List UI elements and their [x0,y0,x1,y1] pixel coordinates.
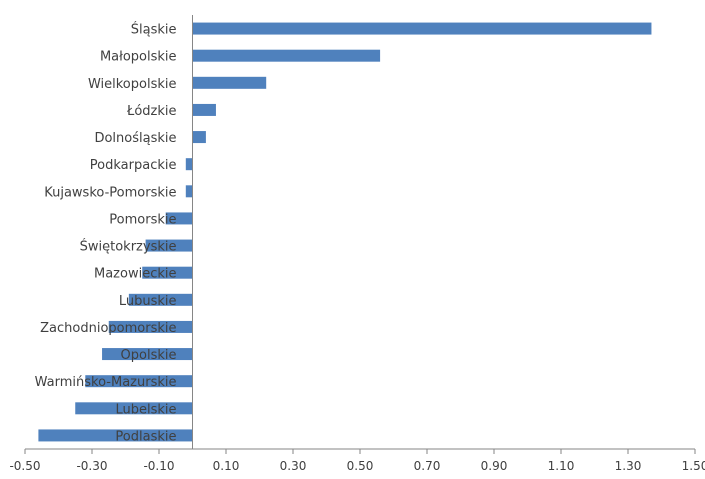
bar [192,76,267,89]
tick-label: 0.70 [414,459,441,473]
category-label: Kujawsko-Pomorskie [44,185,176,200]
bar [145,239,193,252]
tick-label: 1.50 [682,459,705,473]
bar [192,103,216,116]
category-label: Świętokrzyskie [80,239,177,255]
bar [192,22,652,35]
bar [165,212,193,225]
tick-label: 1.30 [615,459,642,473]
tick-label: 0.30 [280,459,307,473]
category-label: Lubuskie [119,294,177,309]
bar [75,402,193,415]
tick-label: 1.10 [548,459,575,473]
bar [85,375,193,388]
category-label: Dolnośląskie [94,131,176,146]
category-label: Podkarpackie [90,158,177,173]
bars-group [38,22,652,442]
category-label: Mazowieckie [94,267,177,282]
bar [108,320,193,333]
category-label: Podlaskie [115,429,176,444]
tick-label: -0.30 [76,459,107,473]
value-ticks-group: -0.50 -0.30 -0.10 0.10 0.30 0.50 0.70 0.90 1.10 1… [9,449,705,473]
tick-label: 0.10 [213,459,240,473]
bar [128,293,193,306]
category-label: Małopolskie [100,50,177,65]
bar [142,266,193,279]
category-label: Warmińsko-Mazurskie [35,375,177,390]
category-label: Lubelskie [115,402,176,417]
bar [38,429,193,442]
tick-label: 0.50 [347,459,374,473]
category-label: Łódzkie [126,104,176,119]
category-label: Zachodniopomorskie [40,321,176,336]
category-label: Wielkopolskie [88,77,177,92]
category-label: Opolskie [121,348,177,363]
tick-label: 0.90 [481,459,508,473]
tick-label: -0.10 [143,459,174,473]
bar [192,131,206,144]
category-label: Śląskie [131,22,177,38]
category-labels-group: Śląskie Małopolskie Wielkopolskie Łódzkie Do… [35,22,177,445]
bar [102,348,193,361]
bar [192,49,381,62]
bar [185,185,193,198]
category-label: Pomorskie [109,212,176,227]
bar [185,158,193,171]
tick-label: -0.50 [9,459,40,473]
